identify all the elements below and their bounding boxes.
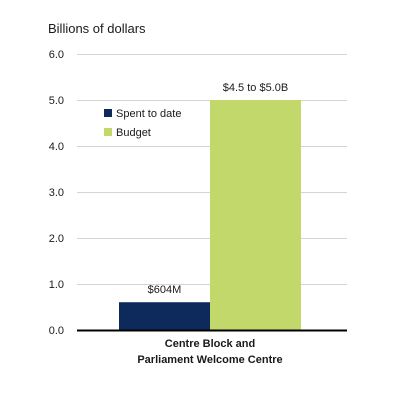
y-axis-ticks: 0.0 1.0 2.0 3.0 4.0 5.0 6.0	[49, 49, 64, 337]
y-tick-label: 6.0	[49, 49, 64, 61]
legend-label: Spent to date	[116, 108, 181, 120]
category-label-line: Centre Block and	[165, 338, 255, 350]
y-axis-title: Billions of dollars	[48, 21, 146, 36]
data-label: $604M	[148, 284, 182, 296]
y-tick-label: 4.0	[49, 141, 64, 153]
data-labels: $604M $4.5 to $5.0B	[148, 82, 289, 296]
category-label-line: Parliament Welcome Centre	[137, 354, 282, 366]
data-label: $4.5 to $5.0B	[223, 82, 288, 94]
legend-swatch	[104, 109, 112, 117]
y-tick-label: 3.0	[49, 187, 64, 199]
legend: Spent to date Budget	[104, 108, 181, 139]
y-tick-label: 2.0	[49, 233, 64, 245]
bars	[119, 100, 301, 330]
legend-label: Budget	[116, 127, 151, 139]
bar-spent-to-date	[119, 302, 210, 330]
legend-swatch	[104, 128, 112, 136]
bar-budget	[210, 100, 301, 330]
y-tick-label: 1.0	[49, 279, 64, 291]
y-tick-label: 5.0	[49, 95, 64, 107]
y-tick-label: 0.0	[49, 325, 64, 337]
category-label: Centre Block and Parliament Welcome Centr…	[137, 338, 282, 366]
